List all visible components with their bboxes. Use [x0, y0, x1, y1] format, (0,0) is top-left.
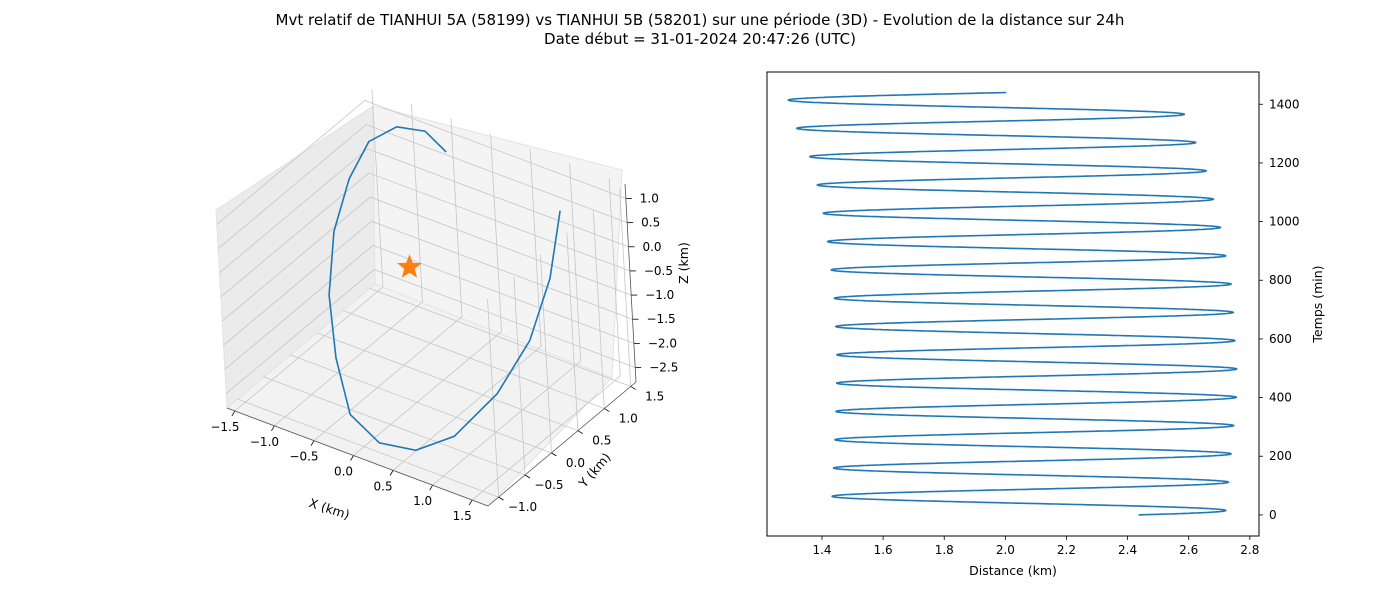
y-tick-mark-3d	[524, 474, 531, 479]
y-tick-label: 1400	[1269, 97, 1300, 111]
y-axis-label: Temps (min)	[1310, 265, 1325, 343]
grid-line-z	[220, 172, 630, 298]
y-tick-label: 1200	[1269, 156, 1300, 170]
figure-title-line2: Date début = 31-01-2024 20:47:26 (UTC)	[544, 30, 856, 48]
distance-series-line	[787, 91, 1238, 516]
x-tick-label-3d: 1.5	[453, 509, 472, 523]
z-tick-label-3d: 0.5	[641, 216, 660, 230]
x-tick-mark-3d	[231, 410, 236, 417]
y-tick-label: 800	[1269, 273, 1292, 287]
x-axis-label-3d: X (km)	[307, 495, 351, 522]
y-tick-mark-3d	[630, 386, 636, 390]
y-axis-edge-3d	[487, 381, 637, 507]
x-tick-mark-3d	[310, 440, 315, 446]
x-tick-label: 1.4	[812, 543, 831, 557]
x-tick-mark-3d	[271, 425, 275, 432]
grid-line-z	[223, 220, 633, 346]
x-tick-label-3d: −1.0	[250, 435, 279, 449]
y-tick-label: 1000	[1269, 215, 1300, 229]
y-tick-label-3d: −1.0	[508, 500, 537, 514]
z-tick-label-3d: −1.0	[645, 288, 674, 302]
grid-line-z	[224, 244, 634, 370]
x-tick-mark-3d	[429, 485, 433, 491]
y-tick-mark-3d	[604, 408, 610, 412]
relative-orbit-line	[328, 125, 561, 452]
x-tick-label-3d: 0.0	[334, 465, 353, 479]
y-tick-label-3d: 0.5	[592, 434, 611, 448]
x-tick-label: 1.6	[874, 543, 893, 557]
x-tick-label-3d: −0.5	[289, 450, 318, 464]
grid-line-x	[392, 148, 542, 471]
x-tick-label: 1.8	[935, 543, 954, 557]
y-tick-label-3d: 1.0	[619, 412, 638, 426]
orbit-3d-plot: −1.5−1.0−0.50.00.51.01.5−1.0−0.50.00.51.…	[210, 88, 691, 523]
grid-line-z	[225, 269, 636, 394]
x-tick-label: 2.4	[1118, 543, 1137, 557]
y-tick-label: 400	[1269, 391, 1292, 405]
z-tick-label-3d: −2.0	[648, 336, 677, 350]
y-tick-label-3d: −0.5	[534, 478, 563, 492]
y-tick-mark-3d	[577, 430, 584, 435]
grid-line-z	[216, 100, 626, 225]
x-tick-label-3d: 0.5	[374, 479, 393, 493]
x-axis-label: Distance (km)	[969, 563, 1057, 578]
x-tick-label: 2.0	[996, 543, 1015, 557]
y-tick-label: 0	[1269, 508, 1277, 522]
z-tick-label-3d: −1.5	[647, 312, 676, 326]
y-tick-label: 600	[1269, 332, 1292, 346]
z-tick-label-3d: −2.5	[649, 361, 678, 375]
grid-line-x	[313, 118, 463, 441]
y-tick-label: 200	[1269, 449, 1292, 463]
z-tick-label-3d: −0.5	[644, 264, 673, 278]
y-tick-mark-3d	[498, 496, 504, 501]
x-axis-edge-3d	[226, 407, 489, 507]
plot-frame	[766, 71, 1260, 537]
figure-title-line1: Mvt relatif de TIANHUI 5A (58199) vs TIA…	[276, 11, 1125, 29]
y-tick-mark-3d	[551, 452, 557, 457]
x-tick-label: 2.2	[1057, 543, 1076, 557]
x-tick-mark-3d	[389, 470, 394, 476]
x-tick-mark-3d	[350, 455, 354, 461]
reference-satellite-star-marker	[397, 254, 422, 278]
x-tick-label: 2.8	[1240, 543, 1259, 557]
z-axis-edge-3d	[624, 183, 637, 383]
grid-line-z	[219, 148, 629, 274]
z-tick-label-3d: 0.0	[642, 240, 661, 254]
z-tick-label-3d: 1.0	[640, 191, 659, 205]
grid-line-z	[221, 196, 632, 322]
grid-line-x	[234, 88, 384, 412]
grid-line-x	[353, 133, 502, 456]
x-tick-label: 2.6	[1179, 543, 1198, 557]
x-tick-label-3d: 1.0	[413, 494, 432, 508]
x-tick-label-3d: −1.5	[210, 420, 239, 434]
y-tick-label-3d: 0.0	[566, 456, 585, 470]
ticks-3d: −1.5−1.0−0.50.00.51.01.5−1.0−0.50.00.51.…	[210, 183, 678, 523]
x-tick-mark-3d	[468, 499, 473, 506]
z-axis-label-3d: Z (km)	[676, 242, 691, 284]
grid-line-x	[432, 163, 582, 486]
grid-line-x	[274, 103, 423, 427]
distance-time-plot: 1.4 1.6 1.8 2.0 2.2 2.4 2.6 2.8 0 200 400 600 800 100…	[766, 71, 1325, 578]
grid-line-z	[217, 124, 628, 249]
grid-line-x	[471, 178, 621, 501]
y-tick-label-3d: 1.5	[645, 389, 664, 403]
ticks-2d: 1.4 1.6 1.8 2.0 2.2 2.4 2.6 2.8 0 200 400 600 800 100…	[812, 97, 1299, 557]
